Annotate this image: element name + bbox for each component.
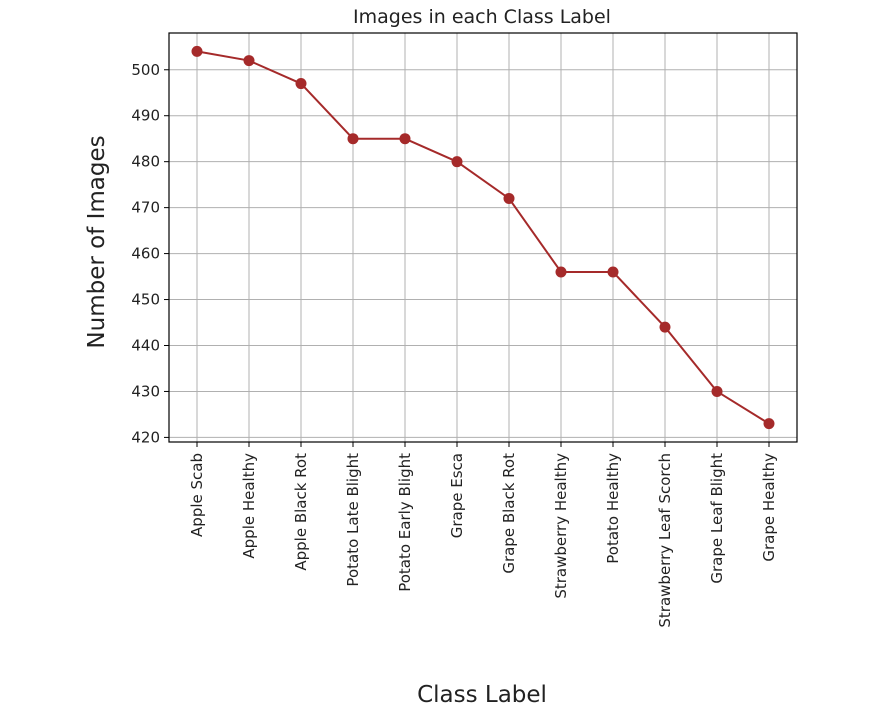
y-tick-label: 460 (131, 245, 160, 263)
x-tick-label: Apple Scab (188, 453, 206, 537)
y-tick-label: 500 (131, 61, 160, 79)
series-line (196, 50, 770, 425)
data-point (295, 78, 307, 90)
data-point (243, 55, 255, 67)
y-tick-label: 430 (131, 382, 160, 400)
data-point (503, 192, 515, 204)
x-axis-label: Class Label (417, 682, 547, 708)
chart-title: Images in each Class Label (353, 6, 611, 28)
grid (169, 33, 797, 442)
data-point (763, 418, 775, 430)
y-tick-label: 490 (131, 107, 160, 125)
x-tick-label: Potato Late Blight (344, 453, 362, 587)
data-point (191, 45, 203, 57)
data-point (659, 321, 671, 333)
data-point (399, 133, 411, 145)
x-axis-ticks: Apple Scab Apple Healthy Apple Black Rot Po… (188, 442, 778, 628)
x-tick-label: Grape Healthy (760, 453, 778, 562)
y-axis-label: Number of Images (84, 135, 110, 348)
data-point (451, 156, 463, 168)
x-tick-label: Grape Leaf Blight (708, 453, 726, 584)
data-point (347, 133, 359, 145)
x-tick-label: Grape Esca (448, 453, 466, 538)
y-tick-label: 480 (131, 153, 160, 171)
x-tick-label: Grape Black Rot (500, 453, 518, 574)
y-tick-label: 470 (131, 199, 160, 217)
y-tick-label: 420 (131, 428, 160, 446)
x-tick-label: Strawberry Leaf Scorch (656, 453, 674, 628)
y-tick-label: 440 (131, 336, 160, 354)
data-point (555, 266, 567, 278)
x-tick-label: Potato Early Blight (396, 453, 414, 592)
x-tick-label: Apple Healthy (240, 453, 258, 559)
x-tick-label: Apple Black Rot (292, 453, 310, 571)
data-series (191, 45, 775, 430)
y-axis-ticks: 420 430 440 450 460 470 480 490 500 (131, 61, 169, 446)
data-point (607, 266, 619, 278)
data-point (711, 385, 723, 397)
y-tick-label: 450 (131, 291, 160, 309)
plot-area-frame (168, 32, 798, 443)
x-tick-label: Strawberry Healthy (552, 453, 570, 599)
x-tick-label: Potato Healthy (604, 453, 622, 564)
